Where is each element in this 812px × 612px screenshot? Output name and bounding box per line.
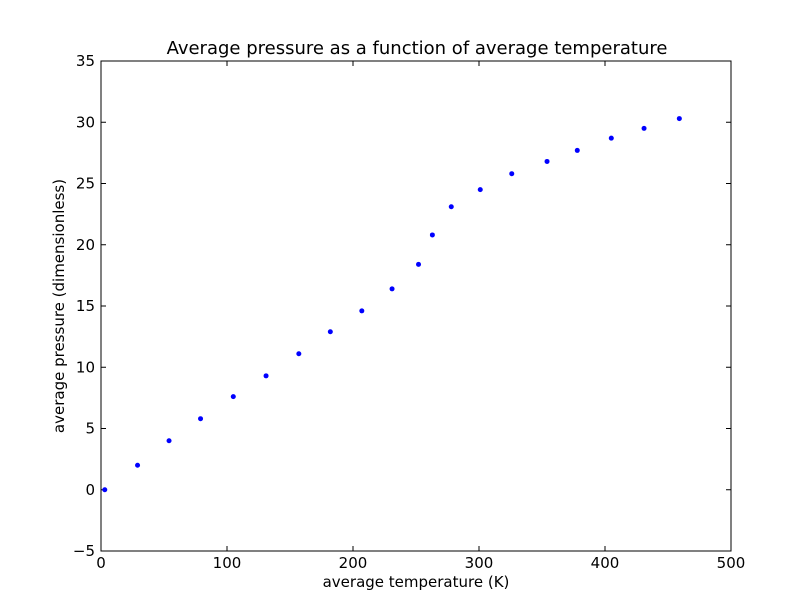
data-point	[509, 171, 515, 177]
data-point	[448, 204, 454, 210]
y-tick-label: 30	[76, 113, 95, 131]
y-tick-label: 35	[76, 52, 95, 70]
x-tick-label: 0	[96, 554, 106, 572]
data-point	[676, 116, 682, 122]
data-point	[166, 438, 172, 444]
data-point	[327, 329, 333, 335]
x-tick-label: 500	[717, 554, 746, 572]
data-point	[641, 125, 647, 131]
y-tick-label: 20	[76, 236, 95, 254]
y-tick-label: 25	[76, 175, 95, 193]
data-point	[198, 416, 204, 422]
y-axis-label: average pressure (dimensionless)	[50, 179, 68, 433]
data-point	[429, 232, 435, 238]
x-tick-label: 400	[591, 554, 620, 572]
x-tick-label: 200	[339, 554, 368, 572]
data-point	[359, 308, 365, 314]
plot-area	[100, 60, 732, 552]
data-point	[296, 351, 302, 357]
data-point	[230, 394, 236, 400]
x-tick-label: 100	[213, 554, 242, 572]
data-point	[574, 147, 580, 153]
data-point	[416, 261, 422, 267]
x-axis-label: average temperature (K)	[323, 573, 510, 591]
data-point	[477, 187, 483, 193]
data-point	[544, 158, 550, 164]
data-point	[389, 286, 395, 292]
y-tick-label: 10	[76, 358, 95, 376]
data-point	[263, 373, 269, 379]
chart-title: Average pressure as a function of averag…	[167, 38, 668, 59]
y-tick-label: 5	[85, 420, 95, 438]
data-points	[102, 116, 682, 493]
x-axis: 0 100 200 300 400 500	[96, 61, 745, 572]
data-point	[608, 135, 614, 141]
x-tick-label: 300	[465, 554, 494, 572]
data-point	[135, 462, 141, 468]
data-point	[102, 487, 108, 493]
y-tick-label: 0	[85, 481, 95, 499]
y-axis: −5 0 5 10 15 20 25 30 35	[73, 52, 731, 560]
y-tick-label: −5	[73, 542, 95, 560]
y-tick-label: 15	[76, 297, 95, 315]
